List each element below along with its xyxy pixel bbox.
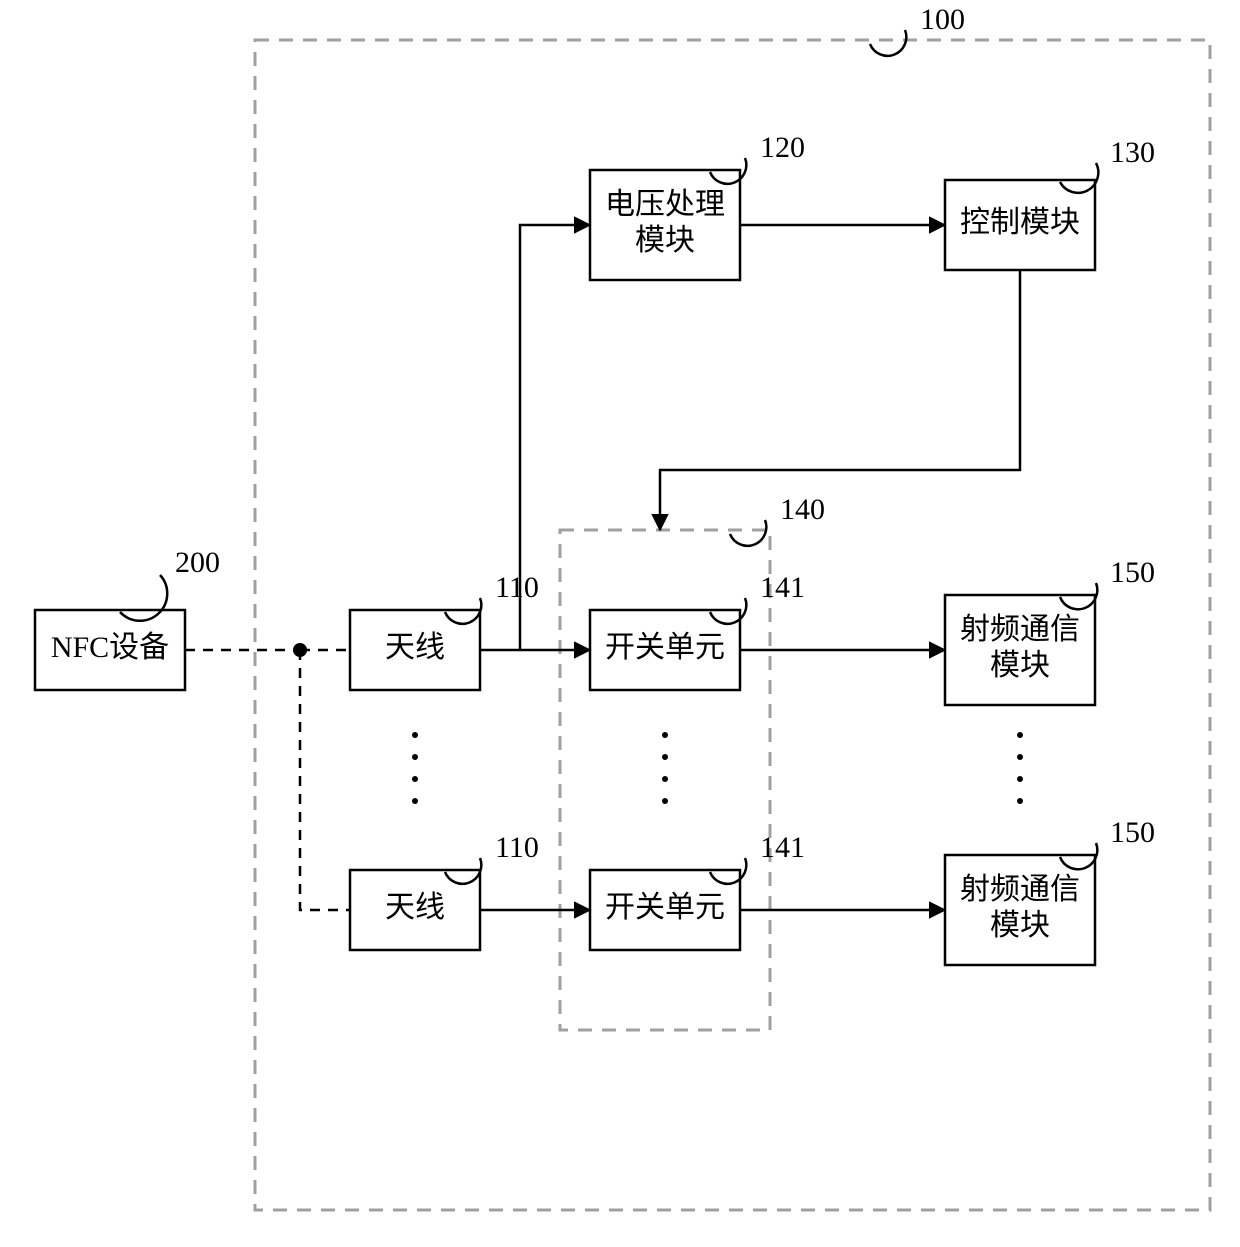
node-volt: 电压处理模块 120 bbox=[590, 131, 805, 280]
node-volt-label: 电压处理 bbox=[605, 188, 725, 221]
node-rf2-label: 射频通信 bbox=[960, 873, 1080, 906]
node-sw2: 开关单元 141 bbox=[590, 831, 805, 950]
node-ctrl-ref: 130 bbox=[1110, 136, 1155, 169]
node-nfc: NFC设备 200 bbox=[35, 546, 220, 690]
node-ant1: 天线 110 bbox=[350, 571, 539, 690]
node-nfc-label: NFC设备 bbox=[51, 631, 169, 664]
node-ctrl: 控制模块 130 bbox=[945, 136, 1155, 270]
node-ctrl-label: 控制模块 bbox=[960, 206, 1080, 239]
node-volt-label: 模块 bbox=[635, 224, 695, 257]
node-rf1: 射频通信模块 150 bbox=[945, 556, 1155, 705]
ellipsis-0 bbox=[412, 732, 418, 804]
edge-ctrl-bottom-switch-container-top bbox=[660, 270, 1020, 530]
node-rf2: 射频通信模块 150 bbox=[945, 816, 1155, 965]
node-nfc-ref: 200 bbox=[175, 546, 220, 579]
node-ant2-ref: 110 bbox=[495, 831, 539, 864]
node-rf1-label: 模块 bbox=[990, 649, 1050, 682]
node-sw1-label: 开关单元 bbox=[605, 631, 725, 664]
container-outer-ref: 100 bbox=[920, 3, 965, 36]
node-volt-ref: 120 bbox=[760, 131, 805, 164]
container-switch-ref: 140 bbox=[780, 493, 825, 526]
node-ant2-label: 天线 bbox=[385, 891, 445, 924]
ellipsis-2 bbox=[1017, 732, 1023, 804]
ellipsis-1 bbox=[662, 732, 668, 804]
edge-junction-ant2-left bbox=[300, 650, 350, 910]
node-sw2-label: 开关单元 bbox=[605, 891, 725, 924]
node-rf2-ref: 150 bbox=[1110, 816, 1155, 849]
node-rf2-label: 模块 bbox=[990, 909, 1050, 942]
node-rf1-label: 射频通信 bbox=[960, 613, 1080, 646]
node-ant1-ref: 110 bbox=[495, 571, 539, 604]
node-rf1-ref: 150 bbox=[1110, 556, 1155, 589]
node-ant1-label: 天线 bbox=[385, 631, 445, 664]
node-sw1: 开关单元 141 bbox=[590, 571, 805, 690]
node-sw1-ref: 141 bbox=[760, 571, 805, 604]
node-sw2-ref: 141 bbox=[760, 831, 805, 864]
node-ant2: 天线 110 bbox=[350, 831, 539, 950]
diagram-canvas: 100140NFC设备200电压处理模块120控制模块130天线110天线110… bbox=[0, 0, 1240, 1247]
